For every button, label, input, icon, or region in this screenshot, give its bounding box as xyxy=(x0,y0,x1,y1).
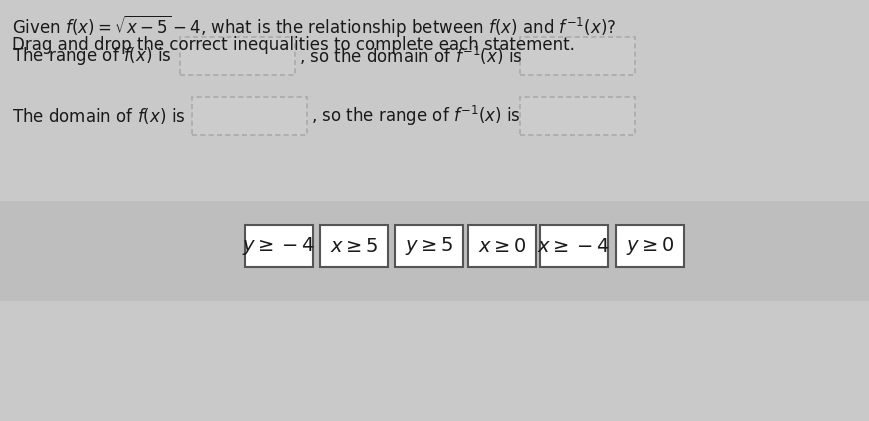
FancyBboxPatch shape xyxy=(468,225,536,267)
Text: Given $f(x) = \sqrt{x-5} - 4$, what is the relationship between $f(x)$ and $f^{-: Given $f(x) = \sqrt{x-5} - 4$, what is t… xyxy=(12,13,616,39)
Bar xyxy=(0,201,869,301)
Text: The domain of $f(x)$ is: The domain of $f(x)$ is xyxy=(12,106,185,126)
FancyBboxPatch shape xyxy=(395,225,463,267)
FancyBboxPatch shape xyxy=(180,37,295,75)
FancyBboxPatch shape xyxy=(616,225,684,267)
FancyBboxPatch shape xyxy=(520,97,635,135)
FancyBboxPatch shape xyxy=(520,37,635,75)
FancyBboxPatch shape xyxy=(245,225,313,267)
FancyBboxPatch shape xyxy=(320,225,388,267)
Text: $x\geq -4$: $x\geq -4$ xyxy=(537,237,611,256)
FancyBboxPatch shape xyxy=(192,97,307,135)
Text: $y\geq 5$: $y\geq 5$ xyxy=(405,235,454,257)
Text: Drag and drop the correct inequalities to complete each statement.: Drag and drop the correct inequalities t… xyxy=(12,36,575,54)
Text: $y\geq 0$: $y\geq 0$ xyxy=(626,235,674,257)
Text: $x\geq 5$: $x\geq 5$ xyxy=(329,237,378,256)
Text: $x\geq 0$: $x\geq 0$ xyxy=(478,237,527,256)
Text: , so the range of $f^{-1}(x)$ is: , so the range of $f^{-1}(x)$ is xyxy=(311,104,521,128)
Text: , so the domain of $f^{-1}(x)$ is: , so the domain of $f^{-1}(x)$ is xyxy=(299,45,522,67)
FancyBboxPatch shape xyxy=(540,225,608,267)
Text: The range of $f(x)$ is: The range of $f(x)$ is xyxy=(12,45,171,67)
Text: $y\geq -4$: $y\geq -4$ xyxy=(242,235,315,257)
